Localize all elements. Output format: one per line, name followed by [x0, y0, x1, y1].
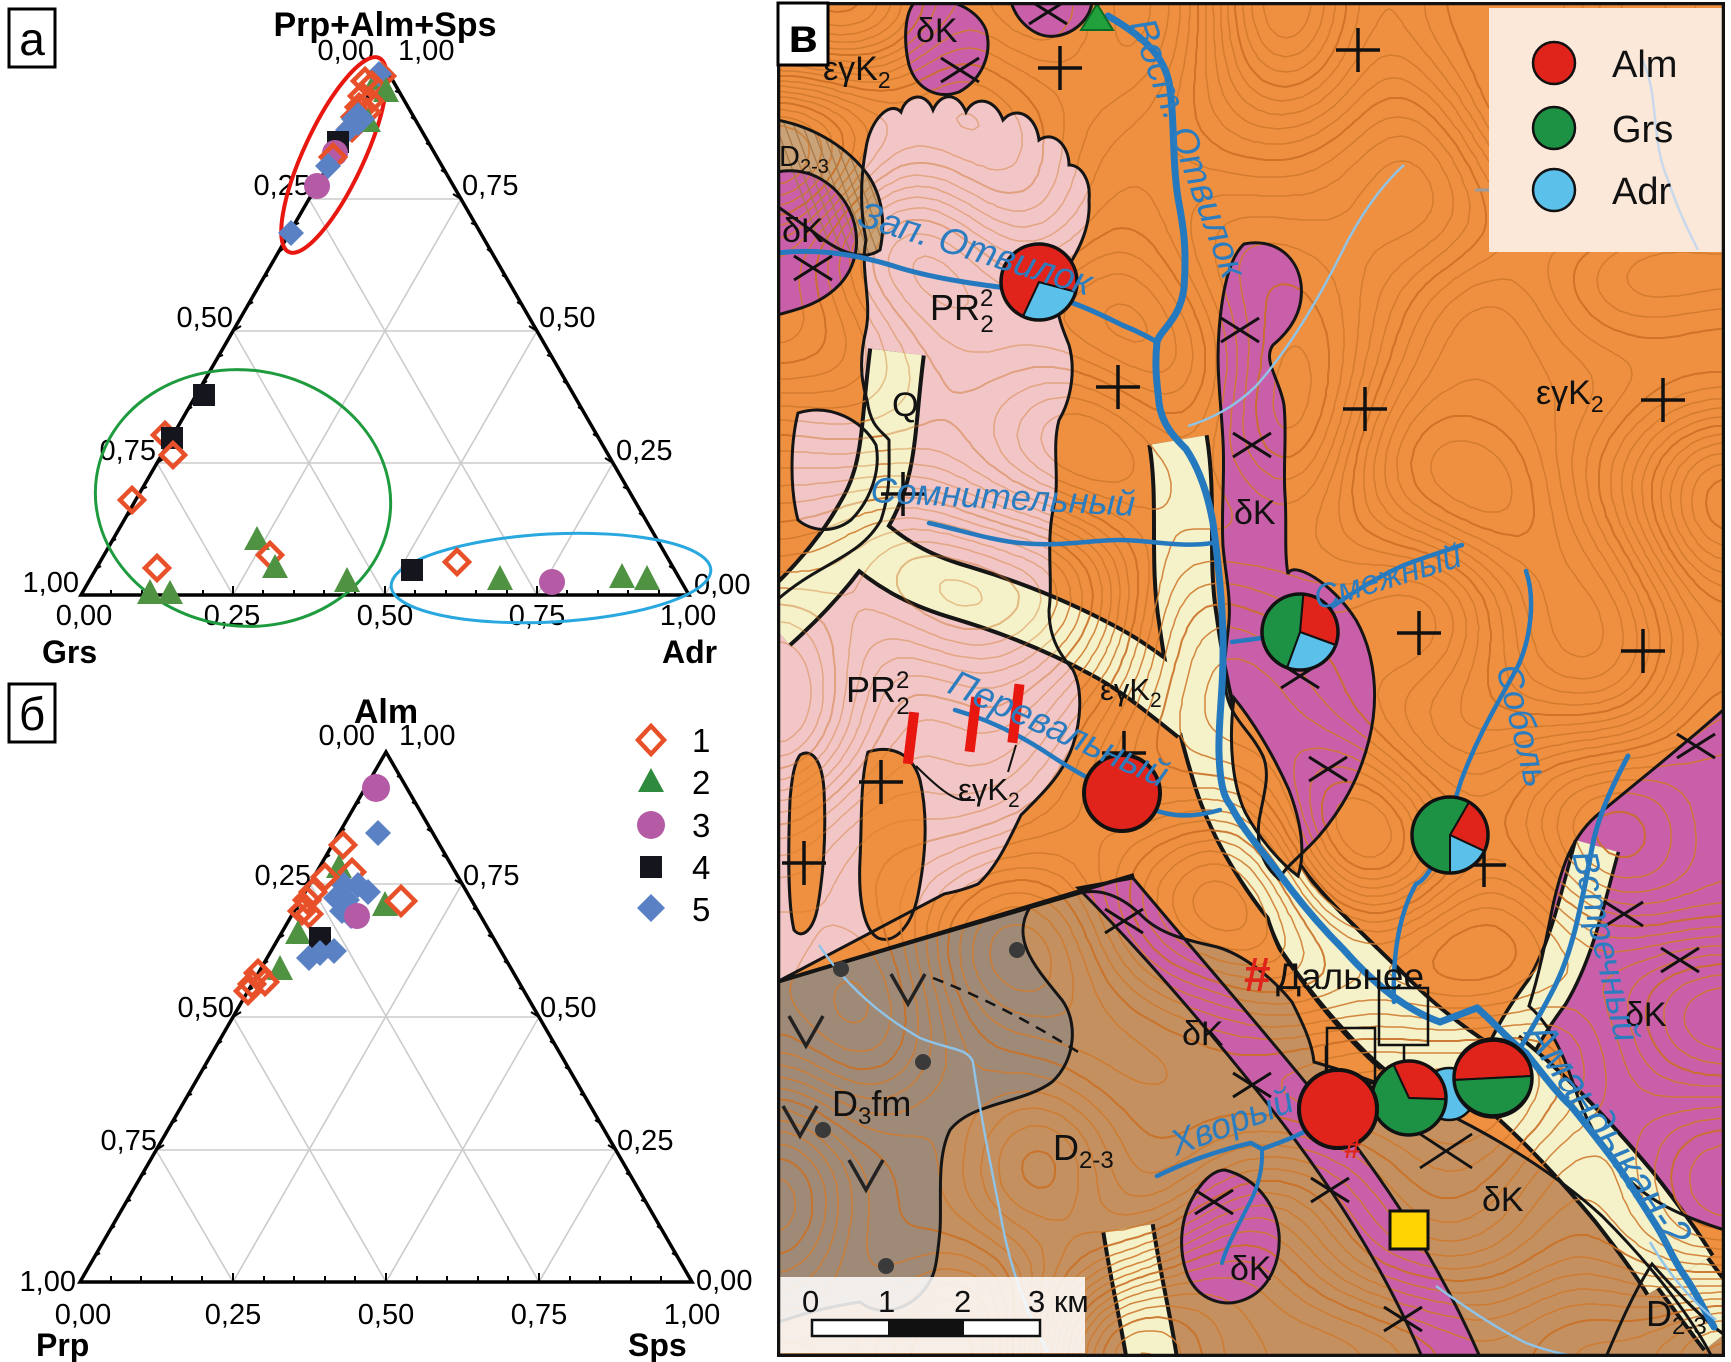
svg-text:Grs: Grs: [42, 634, 97, 670]
svg-text:а: а: [19, 13, 45, 65]
svg-text:Sps: Sps: [628, 1327, 687, 1362]
svg-text:3: 3: [692, 807, 710, 844]
svg-text:#: #: [1344, 1132, 1361, 1165]
svg-text:1,00: 1,00: [399, 720, 455, 752]
svg-text:0,50: 0,50: [178, 992, 234, 1024]
svg-text:0,00: 0,00: [696, 1265, 752, 1297]
svg-text:δK: δK: [1230, 1250, 1272, 1288]
svg-text:δK: δK: [1482, 1181, 1524, 1219]
svg-text:Дальнее: Дальнее: [1276, 956, 1424, 997]
svg-text:0: 0: [802, 1284, 819, 1319]
svg-text:1,00: 1,00: [20, 1266, 76, 1298]
svg-text:0,25: 0,25: [205, 1299, 261, 1331]
svg-text:0,75: 0,75: [509, 600, 565, 632]
svg-text:0,00: 0,00: [56, 600, 112, 632]
svg-text:0,50: 0,50: [177, 302, 233, 334]
svg-text:Alm: Alm: [1612, 44, 1677, 86]
svg-text:#: #: [1244, 949, 1271, 1002]
svg-text:1: 1: [692, 722, 710, 759]
svg-text:0,50: 0,50: [540, 992, 596, 1024]
svg-text:2: 2: [692, 764, 710, 801]
svg-text:D3fm: D3fm: [832, 1083, 911, 1130]
svg-text:1,00: 1,00: [23, 567, 79, 599]
svg-text:1,00: 1,00: [398, 35, 454, 67]
svg-text:0,00: 0,00: [319, 720, 375, 752]
svg-text:в: в: [788, 10, 818, 63]
svg-text:3 км: 3 км: [1028, 1284, 1089, 1319]
svg-text:δK: δK: [782, 212, 824, 250]
svg-text:Adr: Adr: [1612, 171, 1671, 213]
svg-text:0,75: 0,75: [511, 1299, 567, 1331]
svg-text:2: 2: [954, 1284, 971, 1319]
svg-text:Prp+Alm+Sps: Prp+Alm+Sps: [274, 6, 497, 44]
svg-text:δK: δK: [1625, 996, 1667, 1034]
svg-text:δK: δK: [916, 12, 958, 50]
svg-text:0,25: 0,25: [617, 1125, 673, 1157]
svg-text:1,00: 1,00: [660, 600, 716, 632]
svg-text:δK: δK: [1182, 1015, 1224, 1053]
svg-text:Alm: Alm: [354, 693, 418, 731]
svg-text:0,50: 0,50: [539, 302, 595, 334]
svg-text:5: 5: [692, 891, 710, 928]
svg-text:0,25: 0,25: [616, 435, 672, 467]
svg-text:Q: Q: [892, 386, 918, 424]
svg-text:0,75: 0,75: [462, 170, 518, 202]
svg-text:δK: δK: [1234, 494, 1276, 532]
svg-text:0,25: 0,25: [254, 170, 310, 202]
svg-text:0,00: 0,00: [55, 1299, 111, 1331]
svg-text:б: б: [19, 688, 45, 740]
svg-text:4: 4: [692, 849, 710, 886]
svg-text:Prp: Prp: [36, 1327, 89, 1362]
svg-text:0,75: 0,75: [463, 860, 519, 892]
svg-text:0,75: 0,75: [101, 1125, 157, 1157]
svg-text:1: 1: [878, 1284, 895, 1319]
svg-text:Adr: Adr: [662, 634, 717, 670]
svg-text:1,00: 1,00: [664, 1299, 720, 1331]
svg-text:Grs: Grs: [1612, 109, 1673, 151]
svg-text:0,25: 0,25: [255, 860, 311, 892]
svg-text:0,50: 0,50: [358, 1299, 414, 1331]
svg-text:0,50: 0,50: [357, 600, 413, 632]
